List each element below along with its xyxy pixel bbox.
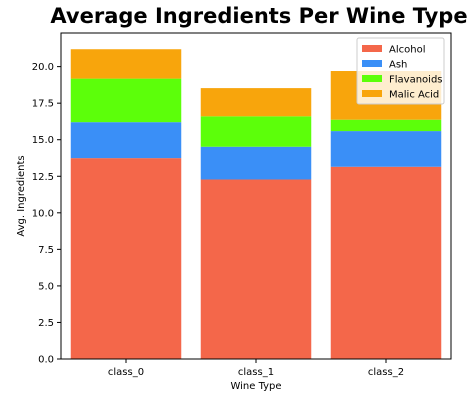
x-tick-label: class_2: [368, 367, 404, 378]
y-tick-label: 17.5: [32, 99, 54, 110]
bar-malic-acid-class_1: [200, 88, 312, 117]
legend: Alcohol Ash Flavanoids Malic Acid: [356, 37, 445, 105]
bars-layer: [70, 49, 442, 359]
legend-swatch: [362, 90, 382, 97]
y-tick-label: 7.5: [38, 245, 54, 256]
legend-swatch: [362, 45, 382, 52]
legend-label: Alcohol: [389, 45, 425, 56]
y-axis-label: Avg. Ingredients: [16, 155, 27, 236]
legend-label: Malic Acid: [389, 90, 439, 101]
bar-flavanoids-class_2: [330, 119, 442, 132]
plot-frame: [60, 32, 452, 360]
y-tick-label: 0.0: [38, 355, 54, 366]
chart-title: Average Ingredients Per Wine Type: [50, 4, 467, 28]
bar-alcohol-class_0: [70, 158, 182, 359]
legend-box: [356, 37, 445, 105]
legend-swatch: [362, 60, 382, 67]
bar-flavanoids-class_1: [200, 116, 312, 147]
y-tick-label: 20.0: [32, 62, 54, 73]
bar-ash-class_1: [200, 146, 312, 180]
bar-alcohol-class_1: [200, 179, 312, 359]
bar-ash-class_2: [330, 131, 442, 167]
y-tick-label: 12.5: [32, 172, 54, 183]
axes-layer: class_0 class_1 class_2 0.0 2.5 5.0 7.5 10.0 12.…: [32, 32, 452, 378]
legend-label: Ash: [389, 60, 407, 71]
bar-flavanoids-class_0: [70, 78, 182, 123]
y-tick-label: 5.0: [38, 281, 54, 292]
x-tick-label: class_0: [108, 367, 144, 378]
x-tick-label: class_1: [238, 367, 274, 378]
y-tick-label: 2.5: [38, 318, 54, 329]
legend-swatch: [362, 75, 382, 82]
bar-malic-acid-class_0: [70, 49, 182, 79]
legend-label: Flavanoids: [389, 75, 443, 86]
bar-ash-class_0: [70, 122, 182, 159]
bar-alcohol-class_2: [330, 166, 442, 359]
x-axis-label: Wine Type: [230, 381, 281, 392]
y-tick-label: 15.0: [32, 135, 54, 146]
y-tick-label: 10.0: [32, 208, 54, 219]
